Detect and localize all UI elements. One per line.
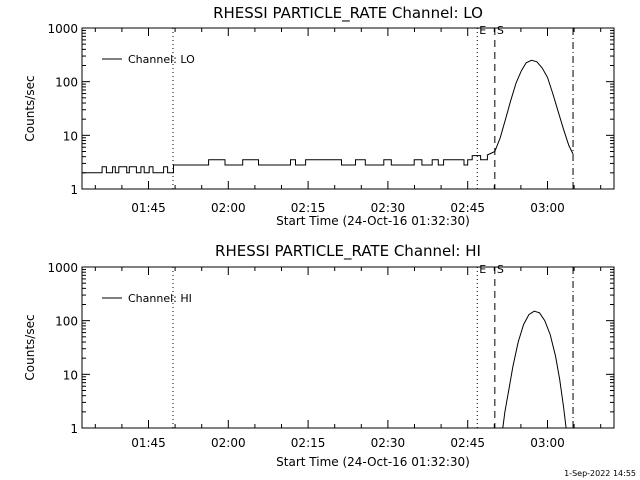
plot-frame <box>81 266 615 429</box>
y-tick-label: 100 <box>55 315 78 329</box>
chart-title: RHESSI PARTICLE_RATE Channel: HI <box>215 242 481 261</box>
y-tick-label: 10 <box>63 129 78 143</box>
footer-timestamp: 1-Sep-2022 14:55 <box>564 469 636 478</box>
x-tick-label: 02:00 <box>211 201 246 215</box>
x-tick-label: 02:00 <box>211 436 246 450</box>
x-tick-label: 02:45 <box>450 436 485 450</box>
x-axis-label: Start Time (24-Oct-16 01:32:30) <box>276 455 470 469</box>
x-tick-label: 03:00 <box>530 201 565 215</box>
y-axis-label: Counts/sec <box>23 75 37 141</box>
series-line <box>502 310 567 429</box>
panel-lo: RHESSI PARTICLE_RATE Channel: LO 01:45 02:… <box>23 4 615 228</box>
x-tick-label: 02:30 <box>371 436 406 450</box>
plot-frame <box>81 27 615 190</box>
event-marker-label: E <box>479 263 486 276</box>
y-tick-label: 1000 <box>47 261 78 275</box>
event-marker-label: S <box>497 24 504 37</box>
series-line <box>82 59 574 174</box>
event-marker-label: E <box>479 24 486 37</box>
x-tick-label: 02:15 <box>291 201 326 215</box>
x-tick-label: 02:30 <box>371 201 406 215</box>
y-tick-label: 1000 <box>47 22 78 36</box>
x-tick-label: 03:00 <box>530 436 565 450</box>
y-tick-label: 10 <box>63 368 78 382</box>
legend-label: Channel: LO <box>128 53 195 66</box>
x-tick-label: 02:15 <box>291 436 326 450</box>
legend-label: Channel: HI <box>128 292 192 305</box>
x-tick-label: 02:45 <box>450 201 485 215</box>
y-tick-label: 1 <box>70 422 78 436</box>
event-marker-label: S <box>497 263 504 276</box>
chart-title: RHESSI PARTICLE_RATE Channel: LO <box>213 4 483 23</box>
panel-hi: RHESSI PARTICLE_RATE Channel: HI 01:45 02:… <box>23 242 615 469</box>
y-tick-label: 1 <box>70 183 78 197</box>
x-axis-label: Start Time (24-Oct-16 01:32:30) <box>276 214 470 228</box>
x-tick-label: 01:45 <box>131 436 166 450</box>
x-tick-label: 01:45 <box>131 201 166 215</box>
y-axis-label: Counts/sec <box>23 314 37 380</box>
y-tick-label: 100 <box>55 76 78 90</box>
